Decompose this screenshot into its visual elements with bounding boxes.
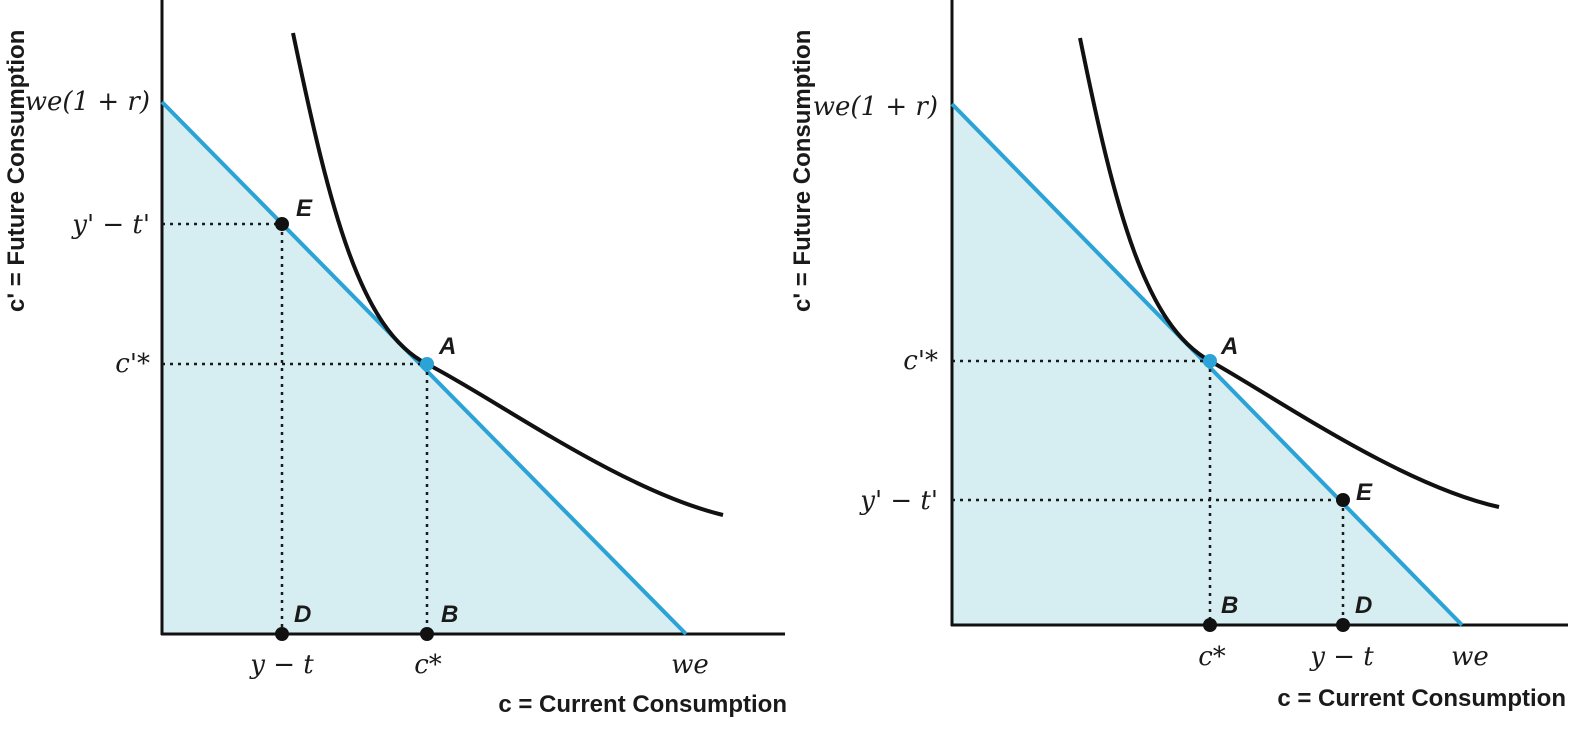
left-ytick-cprime-star: c'* [115, 349, 150, 379]
left-point-a-marker [420, 357, 434, 371]
right-point-d-marker [1336, 618, 1350, 632]
right-point-d-label: D [1355, 592, 1372, 619]
left-point-b-label: B [441, 601, 458, 628]
right-point-b-label: B [1221, 592, 1238, 619]
right-ytick-cprime-star: c'* [903, 346, 938, 376]
right-ytick-yprime-tprime: y' − t' [859, 486, 938, 516]
right-ytick-we1r: we(1 + r) [813, 92, 938, 122]
right-point-b-marker [1203, 618, 1217, 632]
left-point-d-label: D [294, 601, 311, 628]
right-point-e-marker [1336, 493, 1350, 507]
left-point-e-label: E [296, 195, 313, 222]
right-xtick-we: we [1451, 642, 1489, 672]
left-xtick-y-t: y − t [249, 650, 314, 680]
left-panel: E A D B we(1 + r) y' − t' c'* y − t c* w… [3, 0, 787, 718]
right-point-a-label: A [1220, 333, 1238, 360]
right-point-a-marker [1203, 354, 1217, 368]
left-y-axis-label: c' = Future Consumption [3, 30, 30, 312]
left-point-e-marker [275, 217, 289, 231]
left-x-axis-label: c = Current Consumption [498, 691, 787, 718]
right-x-axis-label: c = Current Consumption [1277, 685, 1566, 712]
left-xtick-we: we [671, 650, 709, 680]
left-point-d-marker [275, 627, 289, 641]
right-point-e-label: E [1356, 479, 1373, 506]
right-y-axis-label: c' = Future Consumption [789, 30, 816, 312]
left-xtick-c-star: c* [414, 650, 442, 680]
left-point-a-label: A [438, 333, 456, 360]
left-ytick-yprime-tprime: y' − t' [71, 210, 150, 240]
right-xtick-y-t: y − t [1309, 642, 1374, 672]
left-point-b-marker [420, 627, 434, 641]
left-ytick-we1r: we(1 + r) [25, 87, 150, 117]
right-panel: A E B D we(1 + r) c'* y' − t' c* y − t w… [789, 0, 1568, 712]
right-xtick-c-star: c* [1198, 642, 1226, 672]
